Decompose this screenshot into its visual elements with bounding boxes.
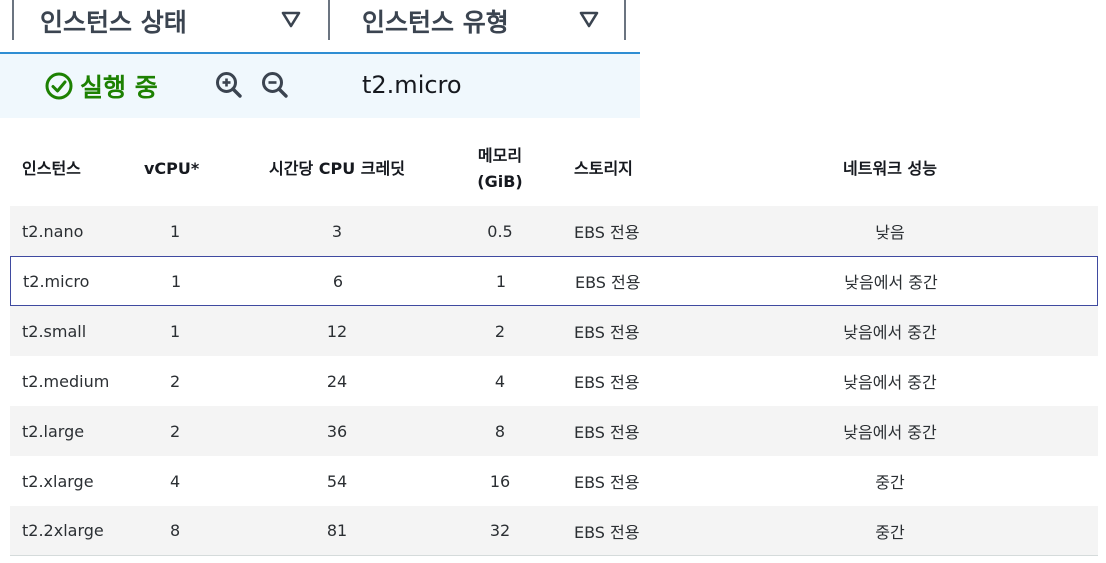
vcpu-cell: 4 <box>170 471 181 491</box>
vcpu-cell: 2 <box>170 421 181 441</box>
cpu-credits-cell: 24 <box>326 371 348 391</box>
header-separator <box>328 0 330 40</box>
selected-instance-type: t2.micro <box>362 71 462 99</box>
storage-cell: EBS 전용 <box>574 223 640 242</box>
storage-cell: EBS 전용 <box>574 473 640 492</box>
cpu-credits-cell: 81 <box>326 521 348 540</box>
memory-cell: 32 <box>489 521 511 540</box>
cpu-credits-cell: 12 <box>326 321 348 341</box>
memory-cell: 4 <box>494 371 506 391</box>
header-separator <box>624 0 626 40</box>
column-header-network: 네트워크 성능 <box>843 159 937 178</box>
table-header: 인스턴스 vCPU* 시간당 CPU 크레딧 메모리 (GiB) 스토리지 네트워… <box>10 132 1098 206</box>
memory-cell: 2 <box>494 321 506 341</box>
instance-type-cell: t2.nano <box>22 221 84 241</box>
network-cell: 낮음 <box>875 223 905 242</box>
table-row[interactable]: t2.large 2 36 8 EBS 전용 낮음에서 중간 <box>10 406 1098 456</box>
filter-instance-state-label: 인스턴스 상태 <box>40 8 187 37</box>
cpu-credits-cell: 6 <box>332 271 344 291</box>
zoom-out-icon[interactable] <box>260 70 290 100</box>
storage-cell: EBS 전용 <box>574 373 640 392</box>
storage-cell: EBS 전용 <box>574 522 640 542</box>
header-separator <box>12 0 14 40</box>
vcpu-cell: 1 <box>171 271 182 291</box>
table-body: t2.nano 1 3 0.5 EBS 전용 낮음 t2.micro 1 6 1 EBS 전용 낮음에… <box>10 206 1098 556</box>
memory-cell: 0.5 <box>487 221 513 241</box>
network-cell: 낮음에서 중간 <box>844 273 938 292</box>
cpu-credits-cell: 36 <box>326 421 348 441</box>
check-circle-icon <box>45 72 73 100</box>
memory-cell: 8 <box>494 421 506 441</box>
filter-instance-state-caret-icon[interactable] <box>280 8 302 30</box>
instance-type-cell: t2.small <box>22 321 87 341</box>
instance-status: 실행 중 <box>44 68 158 104</box>
column-header-cpu-credits: 시간당 CPU 크레딧 <box>269 159 405 178</box>
storage-cell: EBS 전용 <box>575 273 641 292</box>
instance-type-cell: t2.2xlarge <box>22 521 104 540</box>
column-header-memory: 메모리 (GiB) <box>477 146 523 191</box>
vcpu-cell: 8 <box>170 521 181 540</box>
table-row-selected[interactable]: t2.micro 1 6 1 EBS 전용 낮음에서 중간 <box>10 256 1098 306</box>
column-header-instance: 인스턴스 <box>22 159 81 178</box>
vcpu-cell: 2 <box>170 371 181 391</box>
table-row[interactable]: t2.medium 2 24 4 EBS 전용 낮음에서 중간 <box>10 356 1098 406</box>
network-cell: 중간 <box>875 473 905 492</box>
column-header-vcpu: vCPU* <box>144 159 200 178</box>
network-cell: 낮음에서 중간 <box>843 423 937 442</box>
cpu-credits-cell: 3 <box>331 221 343 241</box>
cpu-credits-cell: 54 <box>326 471 348 491</box>
instance-status-text: 실행 중 <box>80 73 158 102</box>
network-cell: 중간 <box>875 522 905 542</box>
zoom-in-icon[interactable] <box>214 70 244 100</box>
instance-type-cell: t2.micro <box>23 271 90 291</box>
table-row[interactable]: t2.2xlarge 8 81 32 EBS 전용 중간 <box>10 506 1098 556</box>
instance-type-cell: t2.xlarge <box>22 471 94 491</box>
instance-type-table: 인스턴스 vCPU* 시간당 CPU 크레딧 메모리 (GiB) 스토리지 네트워… <box>10 132 1098 556</box>
network-cell: 낮음에서 중간 <box>843 323 937 342</box>
memory-cell: 16 <box>489 471 511 491</box>
instance-type-cell: t2.large <box>22 421 85 441</box>
filter-instance-type-caret-icon[interactable] <box>578 8 600 30</box>
storage-cell: EBS 전용 <box>574 423 640 442</box>
filter-header: 인스턴스 상태 인스턴스 유형 <box>0 0 640 54</box>
network-cell: 낮음에서 중간 <box>843 373 937 392</box>
selected-instance-row: 실행 중 t2.micro <box>0 54 640 118</box>
vcpu-cell: 1 <box>170 221 181 241</box>
vcpu-cell: 1 <box>170 321 181 341</box>
storage-cell: EBS 전용 <box>574 323 640 342</box>
instance-type-cell: t2.medium <box>22 371 110 391</box>
filter-instance-type-label: 인스턴스 유형 <box>362 8 509 37</box>
table-row[interactable]: t2.small 1 12 2 EBS 전용 낮음에서 중간 <box>10 306 1098 356</box>
table-row[interactable]: t2.xlarge 4 54 16 EBS 전용 중간 <box>10 456 1098 506</box>
column-header-storage: 스토리지 <box>574 159 633 178</box>
table-row[interactable]: t2.nano 1 3 0.5 EBS 전용 낮음 <box>10 206 1098 256</box>
memory-cell: 1 <box>495 271 507 291</box>
